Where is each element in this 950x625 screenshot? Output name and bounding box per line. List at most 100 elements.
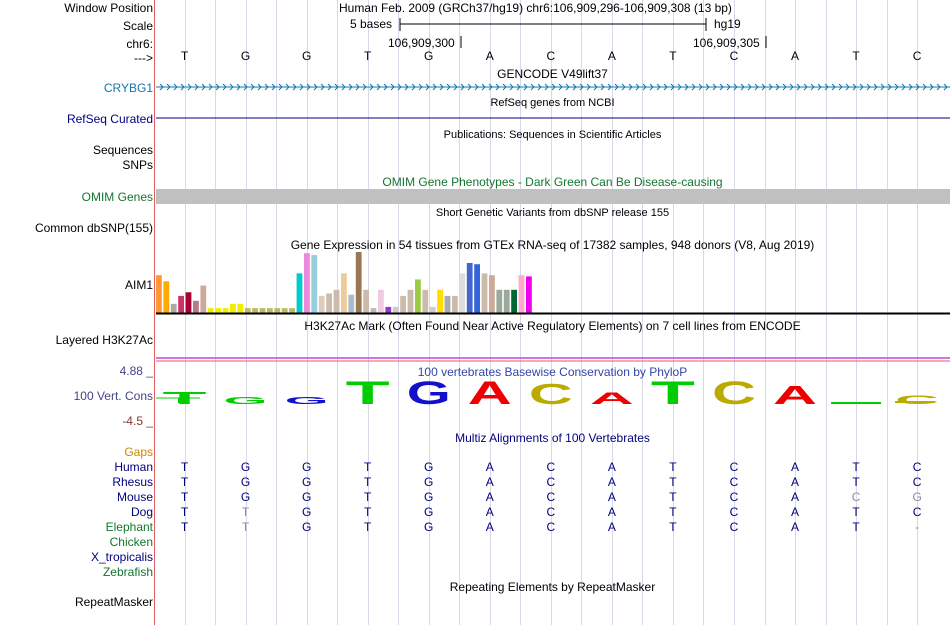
strand-label: ---> — [134, 51, 153, 65]
refseq-label[interactable]: RefSeq Curated — [66, 112, 153, 126]
h3k27ac-label[interactable]: Layered H3K27Ac — [55, 333, 153, 347]
gaps-label[interactable]: Gaps — [124, 445, 153, 459]
snps-label[interactable]: SNPs — [122, 158, 153, 172]
alignment-base: G — [424, 475, 434, 489]
position-300: 106,909,300 — [388, 36, 455, 50]
strand-arrow — [677, 83, 682, 91]
gtex-tissue-bar — [252, 308, 258, 313]
species-label[interactable]: Zebrafish — [102, 565, 153, 579]
strand-arrow — [887, 83, 892, 91]
refseq-title: RefSeq genes from NCBI — [490, 97, 615, 109]
window-position-label: Window Position — [64, 1, 153, 15]
gtex-tissue-bar — [230, 303, 236, 313]
strand-arrow — [453, 83, 458, 91]
gtex-tissue-bar — [289, 308, 295, 313]
strand-arrow — [208, 83, 213, 91]
gencode-gene-label[interactable]: CRYBG1 — [103, 81, 153, 95]
alignment-base: A — [485, 460, 494, 474]
strand-arrow — [390, 83, 395, 91]
omim-label[interactable]: OMIM Genes — [81, 190, 153, 204]
strand-arrow — [712, 83, 717, 91]
strand-arrow — [579, 83, 584, 91]
base-letter: A — [485, 49, 494, 63]
conservation-min: -4.5 _ — [122, 414, 153, 428]
strand-arrow — [369, 83, 374, 91]
alignment-base: T — [852, 475, 860, 489]
alignment-base: G — [424, 460, 434, 474]
dbsnp-label[interactable]: Common dbSNP(155) — [34, 221, 153, 235]
strand-arrow — [824, 83, 829, 91]
species-label[interactable]: X_tropicalis — [90, 550, 153, 564]
alignment-base: T — [852, 505, 860, 519]
gtex-tissue-bar — [311, 255, 318, 313]
conservation-label[interactable]: 100 Vert. Cons — [73, 389, 153, 403]
strand-arrow — [271, 83, 276, 91]
alignment-base: A — [485, 490, 494, 504]
conservation-logo-letter: G — [285, 396, 329, 407]
gtex-title: Gene Expression in 54 tissues from GTEx … — [290, 238, 815, 252]
alignment-base: C — [912, 505, 922, 519]
gtex-tissue-bar — [385, 306, 392, 313]
strand-arrow — [936, 83, 941, 91]
sidebar-divider — [154, 0, 155, 625]
strand-arrow — [460, 83, 465, 91]
base-letter: A — [607, 49, 616, 63]
alignment-base: C — [729, 505, 739, 519]
species-label[interactable]: Chicken — [109, 535, 153, 549]
alignment-base: T — [669, 460, 677, 474]
strand-arrow — [250, 83, 255, 91]
strand-arrow — [425, 83, 430, 91]
strand-arrow — [432, 83, 437, 91]
strand-arrow — [306, 83, 311, 91]
alignment-base: T — [241, 520, 250, 534]
position-305: 106,909,305 — [693, 36, 760, 50]
sequences-label[interactable]: Sequences — [92, 143, 153, 157]
alignment-base: G — [240, 460, 251, 474]
species-label[interactable]: Human — [114, 460, 153, 474]
gtex-tissue-bar — [415, 279, 421, 313]
gtex-tissue-bar — [407, 289, 414, 313]
strand-arrow — [852, 83, 857, 91]
alignment-base: G — [301, 505, 312, 519]
conservation-logo-letter: A — [468, 375, 512, 411]
alignment-base: T — [669, 475, 677, 489]
species-label[interactable]: Mouse — [116, 490, 153, 504]
gtex-gene-label[interactable]: AIM1 — [124, 278, 153, 292]
alignment-base: G — [240, 490, 251, 504]
repeatmasker-label[interactable]: RepeatMasker — [74, 595, 153, 609]
strand-arrow — [726, 83, 731, 91]
alignment-base: T — [364, 505, 372, 519]
species-label[interactable]: Elephant — [105, 520, 153, 534]
alignment-base: A — [607, 460, 616, 474]
gtex-tissue-bar — [304, 253, 310, 313]
strand-arrow — [376, 83, 381, 91]
gtex-tissue-bar — [363, 289, 369, 313]
strand-arrow — [915, 83, 920, 91]
alignment-base: A — [607, 505, 616, 519]
alignment-base: G — [240, 475, 251, 489]
gtex-tissue-bar — [296, 273, 303, 313]
gtex-tissue-bar — [459, 273, 466, 313]
species-label[interactable]: Dog — [130, 505, 153, 519]
gtex-tissue-bar — [503, 289, 510, 313]
alignment-base: G — [424, 490, 434, 504]
base-letter: T — [852, 49, 860, 63]
alignment-base: T — [180, 460, 189, 474]
gtex-tissue-bar — [185, 292, 192, 313]
strand-arrow — [698, 83, 703, 91]
omim-gene-bar — [156, 189, 950, 204]
conservation-logo-letter: A — [773, 380, 818, 410]
strand-arrow — [467, 83, 472, 91]
strand-arrow — [509, 83, 514, 91]
strand-arrow — [656, 83, 661, 91]
species-label[interactable]: Rhesus — [112, 475, 153, 489]
strand-arrow — [383, 83, 388, 91]
alignment-base: - — [915, 520, 920, 534]
conservation-title: 100 vertebrates Basewise Conservation by… — [417, 365, 688, 379]
repeatmasker-title: Repeating Elements by RepeatMasker — [449, 580, 656, 594]
alignment-base: T — [669, 490, 677, 504]
strand-arrow — [355, 83, 360, 91]
conservation-logo-letter: A — [590, 390, 635, 408]
base-letter: G — [424, 49, 434, 63]
